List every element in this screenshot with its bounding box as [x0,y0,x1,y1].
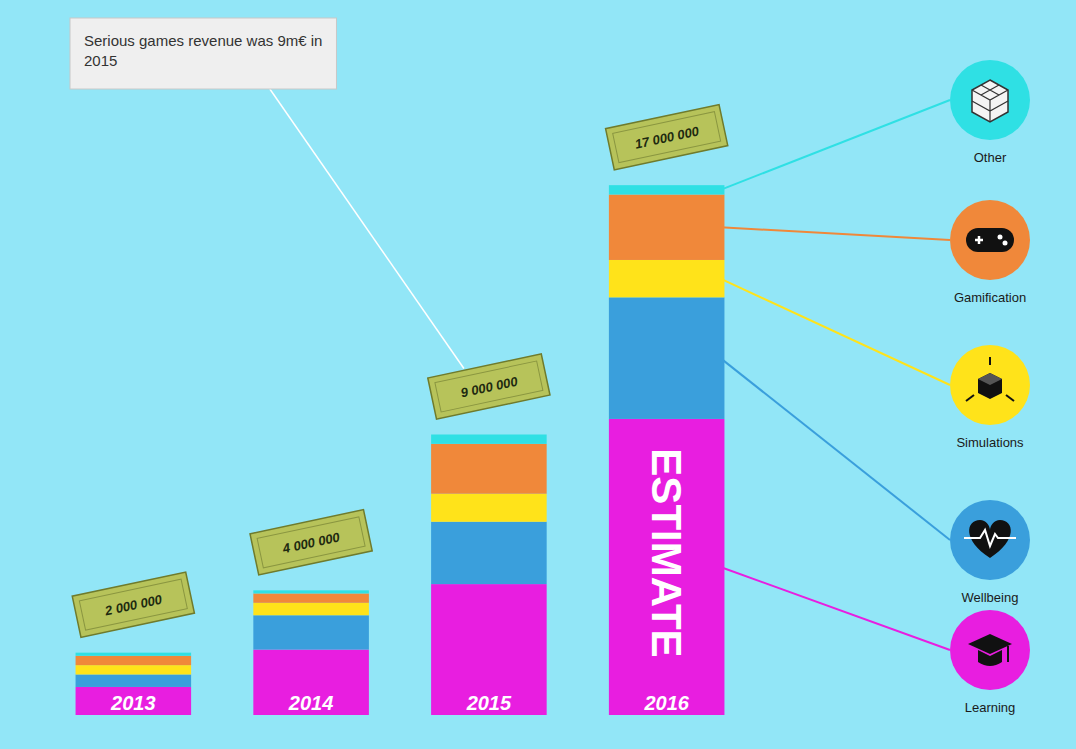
annotation-leader [270,89,464,369]
legend-item: Learning [950,610,1030,715]
legend-circle [950,500,1030,580]
bar-segment [76,656,192,665]
bar-segment [76,653,192,656]
legend-label: Learning [965,700,1016,715]
icon-cap [968,634,1012,654]
bar-segment [609,419,725,715]
chart: 2013 2014 2015 2016 ESTIMATE Serious games re… [0,0,1076,749]
bill: 2 000 000 [72,572,194,637]
bar-segment [76,687,192,715]
icon-cube [978,373,1002,399]
legend-icon [972,80,1008,122]
leader-line [720,227,950,240]
legend-item: Wellbeing [950,500,1030,605]
bill: 17 000 000 [606,105,728,170]
texts: 2013 2014 2015 2016 ESTIMATE [110,448,690,714]
annotation-text: Serious games revenue was 9m€ in2015 [84,32,322,69]
legend-item: Simulations [950,345,1030,450]
icon-arrow [966,395,974,401]
legend-circle [950,60,1030,140]
bar-segment [431,522,547,584]
bill-inner [79,579,187,630]
leader-line [720,100,950,190]
bar-segment [431,584,547,715]
icon-pulse [964,530,1016,546]
annotation: Serious games revenue was 9m€ in2015 [70,18,464,369]
leader-line [720,279,950,385]
bill-inner [435,361,543,412]
bar-segment [253,593,369,602]
annotation-box [70,18,336,89]
bar-segment [76,665,192,674]
total-label: 2 000 000 [103,592,164,619]
legend-icon [966,228,1014,252]
series-0 [76,419,725,715]
icon-pad [966,228,1014,252]
icon-box [972,80,1008,122]
icon-pad [1003,241,1008,246]
bill-shape [72,572,194,637]
bar-segment [609,195,725,260]
legend-icon [966,357,1014,401]
icon-cap [978,650,1002,666]
legend-label: Wellbeing [962,590,1019,605]
bill-shape [606,105,728,170]
bill-inner [257,517,365,568]
bill: 4 000 000 [250,510,372,575]
legend: Learning Wellbeing Simulations Gamification… [950,60,1030,715]
total-label: 9 000 000 [459,373,519,400]
bill: 9 000 000 [428,354,550,419]
bill-shape [250,510,372,575]
bars [76,185,725,715]
category-label: 2013 [110,692,156,714]
category-label: 2016 [643,692,689,714]
legend-circle [950,610,1030,690]
category-label: 2015 [466,692,512,714]
legend-label: Simulations [956,435,1024,450]
bar-segment [609,260,725,297]
total-label: 17 000 000 [633,123,701,151]
icon-cap [1007,646,1009,662]
icon-box [972,85,1008,122]
bar-segment [609,297,725,419]
bar-segment [253,650,369,715]
background [0,0,1076,749]
bar-segment [431,444,547,494]
legend-item: Gamification [950,200,1030,305]
legend-circle [950,345,1030,425]
total-label: 4 000 000 [280,529,341,556]
legend-label: Other [974,150,1007,165]
estimate-label: ESTIMATE [643,448,690,657]
bar-segment [76,674,192,686]
icon-cube [978,373,1002,385]
legend-item: Other [950,60,1030,165]
bill-shape [428,354,550,419]
icon-pad [998,235,1003,240]
legend-icon [968,634,1012,666]
legend-icon [964,520,1016,558]
leader-lines [720,100,950,650]
leader-line [720,567,950,650]
bar-segment [609,185,725,194]
icon-arrow [1006,395,1014,401]
series-1 [76,297,725,687]
icon-arrow [989,357,991,365]
leader-line [720,358,950,540]
bill-inner [613,112,721,163]
bar-segment [253,615,369,649]
legend-circle [950,200,1030,280]
bar-segment [253,603,369,615]
bar-segment [431,435,547,444]
legend-label: Gamification [954,290,1026,305]
bar-segment [431,494,547,522]
total-bills: 2 000 000 4 000 000 9 000 000 17 000 000 [72,105,728,638]
icon-pad [975,236,983,244]
category-label: 2014 [288,692,334,714]
bar-segment [253,590,369,593]
